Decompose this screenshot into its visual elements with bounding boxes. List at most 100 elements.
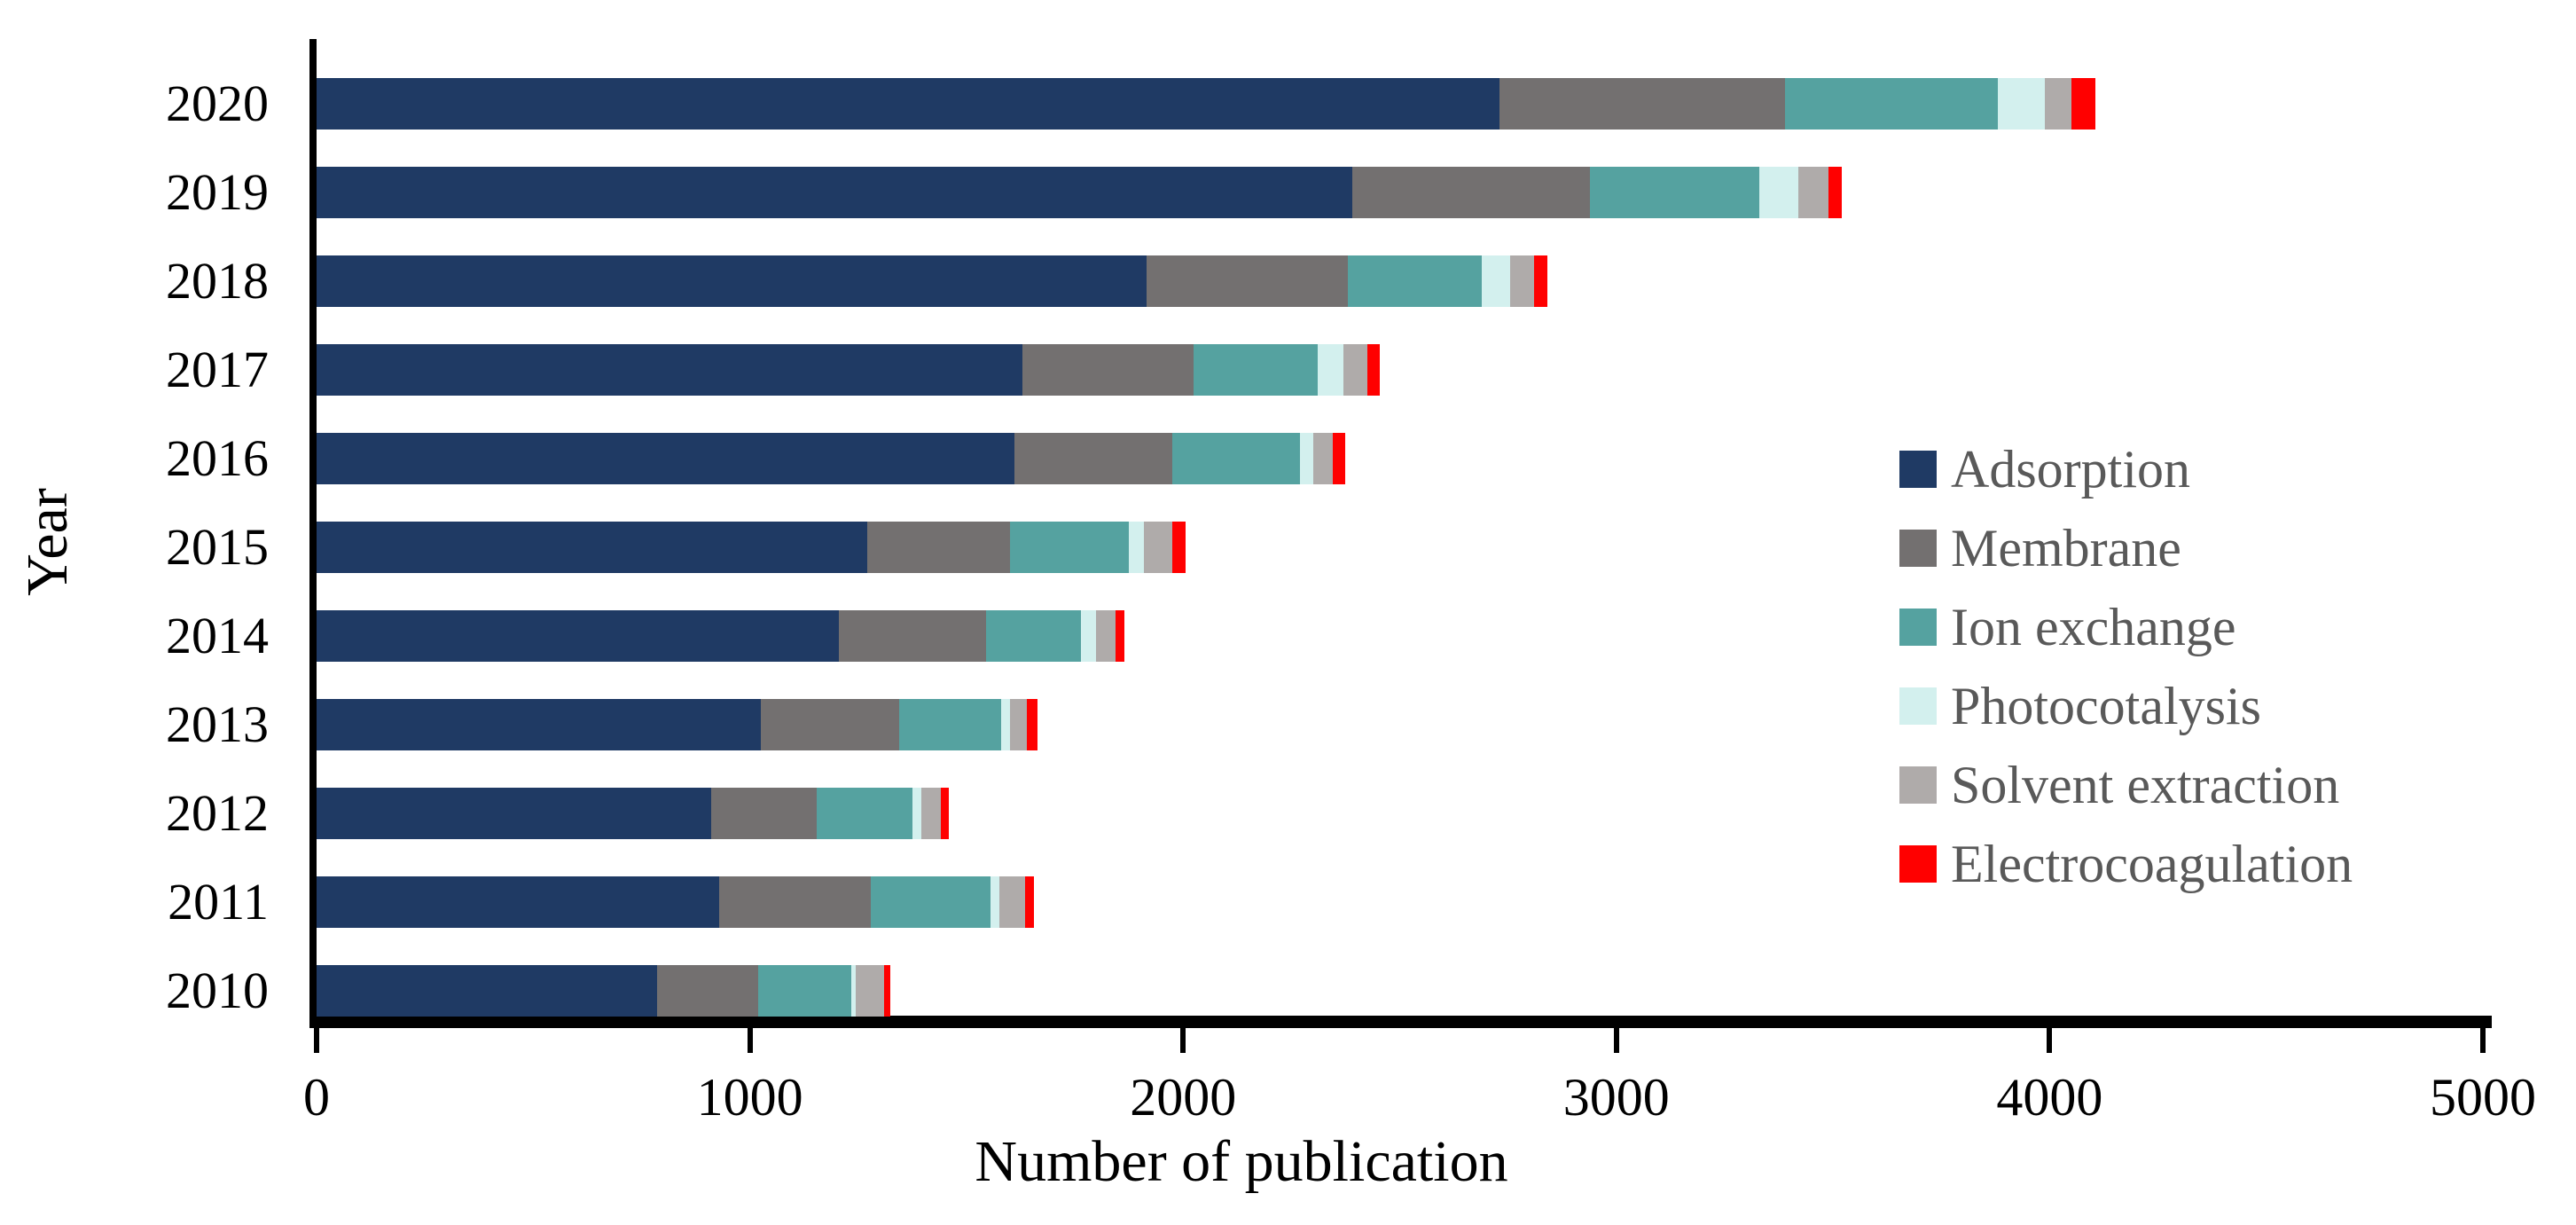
bar-segment-adsorption-2010 bbox=[317, 965, 657, 1017]
bar-segment-adsorption-2013 bbox=[317, 699, 761, 750]
bar-segment-electrocoagulation-2012 bbox=[940, 788, 950, 839]
legend-swatch-icon bbox=[1899, 687, 1937, 725]
y-tick-label-2020: 2020 bbox=[166, 75, 269, 132]
bar-segment-solvent-extraction-2014 bbox=[1096, 610, 1116, 662]
bar-segment-ion-exchange-2011 bbox=[871, 876, 990, 928]
bar-segment-adsorption-2011 bbox=[317, 876, 720, 928]
bar-segment-solvent-extraction-2013 bbox=[1009, 699, 1028, 750]
x-tick-mark-4000 bbox=[2047, 1028, 2053, 1053]
bar-segment-photocotalysis-2011 bbox=[990, 876, 999, 928]
bar-segment-ion-exchange-2016 bbox=[1171, 433, 1301, 484]
legend-label: Ion exchange bbox=[1951, 597, 2236, 656]
bar-segment-solvent-extraction-2011 bbox=[998, 876, 1025, 928]
bar-segment-photocotalysis-2020 bbox=[1997, 78, 2046, 130]
bar-row-2011: 2011 bbox=[168, 876, 2483, 928]
bar-segment-photocotalysis-2017 bbox=[1317, 344, 1343, 396]
bar-row-2013: 2013 bbox=[166, 699, 2483, 750]
bar-segment-electrocoagulation-2018 bbox=[1533, 255, 1547, 307]
bar-segment-electrocoagulation-2015 bbox=[1171, 522, 1186, 573]
bar-segment-electrocoagulation-2013 bbox=[1027, 699, 1038, 750]
legend: Adsorption Membrane Ion exchange Photocotal… bbox=[1899, 429, 2353, 903]
y-tick-label-2016: 2016 bbox=[166, 429, 269, 487]
bar-row-2015: 2015 bbox=[166, 522, 2483, 573]
legend-swatch-icon bbox=[1899, 608, 1937, 646]
legend-swatch-icon bbox=[1899, 766, 1937, 804]
bar-segment-ion-exchange-2017 bbox=[1194, 344, 1318, 396]
legend-swatch-icon bbox=[1899, 844, 1937, 883]
bar-segment-adsorption-2020 bbox=[317, 78, 1499, 130]
x-tick-label-3000: 3000 bbox=[1562, 1068, 1670, 1127]
legend-item-electrocoagulation: Electrocoagulation bbox=[1899, 824, 2353, 903]
bar-segment-membrane-2016 bbox=[1014, 433, 1172, 484]
bar-segment-solvent-extraction-2018 bbox=[1510, 255, 1534, 307]
bar-row-2014: 2014 bbox=[166, 610, 2483, 662]
bar-segment-solvent-extraction-2020 bbox=[2045, 78, 2071, 130]
bar-segment-electrocoagulation-2010 bbox=[884, 965, 891, 1017]
bar-segment-solvent-extraction-2019 bbox=[1797, 167, 1829, 218]
bar-segment-photocotalysis-2010 bbox=[851, 965, 857, 1017]
bar-segment-membrane-2014 bbox=[838, 610, 986, 662]
bar-segment-photocotalysis-2014 bbox=[1081, 610, 1097, 662]
bar-segment-membrane-2019 bbox=[1351, 167, 1591, 218]
bar-segment-solvent-extraction-2015 bbox=[1144, 522, 1172, 573]
bar-segment-membrane-2018 bbox=[1146, 255, 1348, 307]
bar-segment-adsorption-2017 bbox=[317, 344, 1023, 396]
bar-row-2017: 2017 bbox=[166, 344, 2483, 396]
bar-segment-electrocoagulation-2017 bbox=[1366, 344, 1381, 396]
x-tick-mark-3000 bbox=[1613, 1028, 1619, 1053]
bar-segment-membrane-2017 bbox=[1022, 344, 1194, 396]
y-tick-label-2013: 2013 bbox=[166, 695, 269, 753]
y-tick-label-2014: 2014 bbox=[166, 607, 269, 664]
legend-item-solvent-extraction: Solvent extraction bbox=[1899, 745, 2353, 824]
x-tick-label-0: 0 bbox=[303, 1068, 330, 1127]
x-tick-mark-0 bbox=[314, 1028, 319, 1053]
y-tick-label-2017: 2017 bbox=[166, 341, 269, 398]
y-axis-line bbox=[309, 39, 317, 1016]
y-tick-label-2011: 2011 bbox=[168, 873, 269, 931]
bar-segment-electrocoagulation-2020 bbox=[2071, 78, 2095, 130]
bar-segment-ion-exchange-2019 bbox=[1590, 167, 1760, 218]
y-tick-label-2012: 2012 bbox=[166, 784, 269, 842]
legend-item-ion-exchange: Ion exchange bbox=[1899, 587, 2353, 666]
bar-segment-ion-exchange-2012 bbox=[817, 788, 912, 839]
bar-segment-ion-exchange-2018 bbox=[1347, 255, 1483, 307]
legend-label: Membrane bbox=[1951, 518, 2181, 577]
bar-segment-ion-exchange-2015 bbox=[1009, 522, 1130, 573]
x-tick-label-1000: 1000 bbox=[696, 1068, 803, 1127]
legend-label: Solvent extraction bbox=[1951, 755, 2340, 814]
bar-segment-photocotalysis-2018 bbox=[1482, 255, 1511, 307]
bar-segment-photocotalysis-2019 bbox=[1759, 167, 1798, 218]
legend-label: Adsorption bbox=[1951, 439, 2190, 499]
bar-segment-membrane-2013 bbox=[760, 699, 900, 750]
bar-row-2016: 2016 bbox=[166, 433, 2483, 484]
bar-segment-adsorption-2016 bbox=[317, 433, 1014, 484]
x-axis-line bbox=[309, 1016, 2492, 1028]
bar-segment-membrane-2020 bbox=[1499, 78, 1786, 130]
legend-item-membrane: Membrane bbox=[1899, 508, 2353, 587]
x-tick-label-4000: 4000 bbox=[1996, 1068, 2103, 1127]
plot-area: 2020 2019 2018 2017 2016 2015 2014 2013 2012 2011… bbox=[166, 39, 2536, 1124]
legend-label: Photocotalysis bbox=[1951, 676, 2262, 735]
bar-segment-solvent-extraction-2012 bbox=[920, 788, 941, 839]
legend-item-adsorption: Adsorption bbox=[1899, 429, 2353, 508]
bar-segment-photocotalysis-2012 bbox=[912, 788, 921, 839]
bar-segment-electrocoagulation-2016 bbox=[1332, 433, 1346, 484]
bar-segment-membrane-2015 bbox=[866, 522, 1010, 573]
bar-segment-ion-exchange-2013 bbox=[899, 699, 1001, 750]
bar-segment-solvent-extraction-2017 bbox=[1343, 344, 1367, 396]
bar-row-2010: 2010 bbox=[166, 965, 2483, 1017]
bar-row-2019: 2019 bbox=[166, 167, 2483, 218]
y-tick-label-2010: 2010 bbox=[166, 962, 269, 1019]
bar-segment-adsorption-2012 bbox=[317, 788, 711, 839]
x-tick-mark-2000 bbox=[1180, 1028, 1186, 1053]
bar-segment-membrane-2011 bbox=[719, 876, 872, 928]
bar-segment-ion-exchange-2014 bbox=[985, 610, 1082, 662]
bar-segment-adsorption-2019 bbox=[317, 167, 1352, 218]
bar-segment-adsorption-2015 bbox=[317, 522, 867, 573]
bar-segment-ion-exchange-2020 bbox=[1785, 78, 1998, 130]
x-tick-label-2000: 2000 bbox=[1130, 1068, 1237, 1127]
bar-segment-electrocoagulation-2011 bbox=[1024, 876, 1034, 928]
x-tick-mark-1000 bbox=[747, 1028, 753, 1053]
x-axis-title: Number of publication bbox=[975, 1129, 1508, 1194]
